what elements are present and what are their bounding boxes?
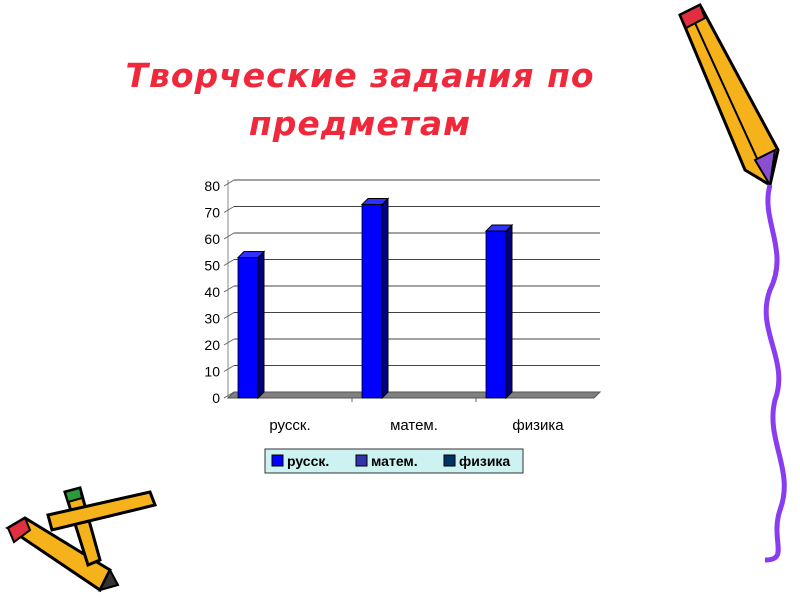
bar-русск.: [237, 257, 259, 399]
legend: [264, 448, 524, 474]
x-tick-label: матем.: [390, 417, 438, 434]
y-tick: [223, 365, 235, 372]
bar-физика: [485, 230, 507, 399]
chart-floor: [226, 391, 602, 399]
y-tick: [223, 206, 235, 213]
legend-label: физика: [459, 453, 510, 469]
legend-swatch: [355, 454, 368, 467]
legend-label: русск.: [287, 453, 329, 469]
y-tick-label: 40: [204, 284, 220, 300]
pencil-icon-right: [678, 3, 787, 563]
pencil-icon-left: [5, 486, 158, 593]
y-tick: [223, 312, 235, 319]
y-tick-label: 60: [204, 231, 220, 247]
y-tick: [223, 338, 235, 346]
y-tick-label: 80: [204, 178, 220, 194]
bar-side: [381, 197, 389, 400]
y-tick: [223, 259, 235, 266]
bar-side: [505, 223, 513, 400]
y-tick: [223, 179, 235, 187]
y-tick-label: 10: [204, 364, 220, 380]
y-tick: [223, 232, 235, 240]
y-tick-label: 30: [204, 311, 220, 327]
slide-title: Творческие задания по предметам: [125, 56, 595, 143]
y-tick-label: 20: [204, 337, 220, 353]
bar-матем.: [361, 204, 383, 399]
legend-swatch: [271, 454, 284, 467]
y-tick-label: 70: [204, 205, 220, 221]
y-tick-label: 0: [212, 390, 220, 406]
y-tick: [223, 285, 235, 293]
y-tick-label: 50: [204, 258, 220, 274]
bar-side: [257, 250, 265, 400]
legend-label: матем.: [371, 453, 418, 469]
legend-swatch: [443, 454, 456, 467]
x-tick-label: русск.: [269, 417, 310, 434]
x-tick-label: физика: [512, 417, 564, 434]
